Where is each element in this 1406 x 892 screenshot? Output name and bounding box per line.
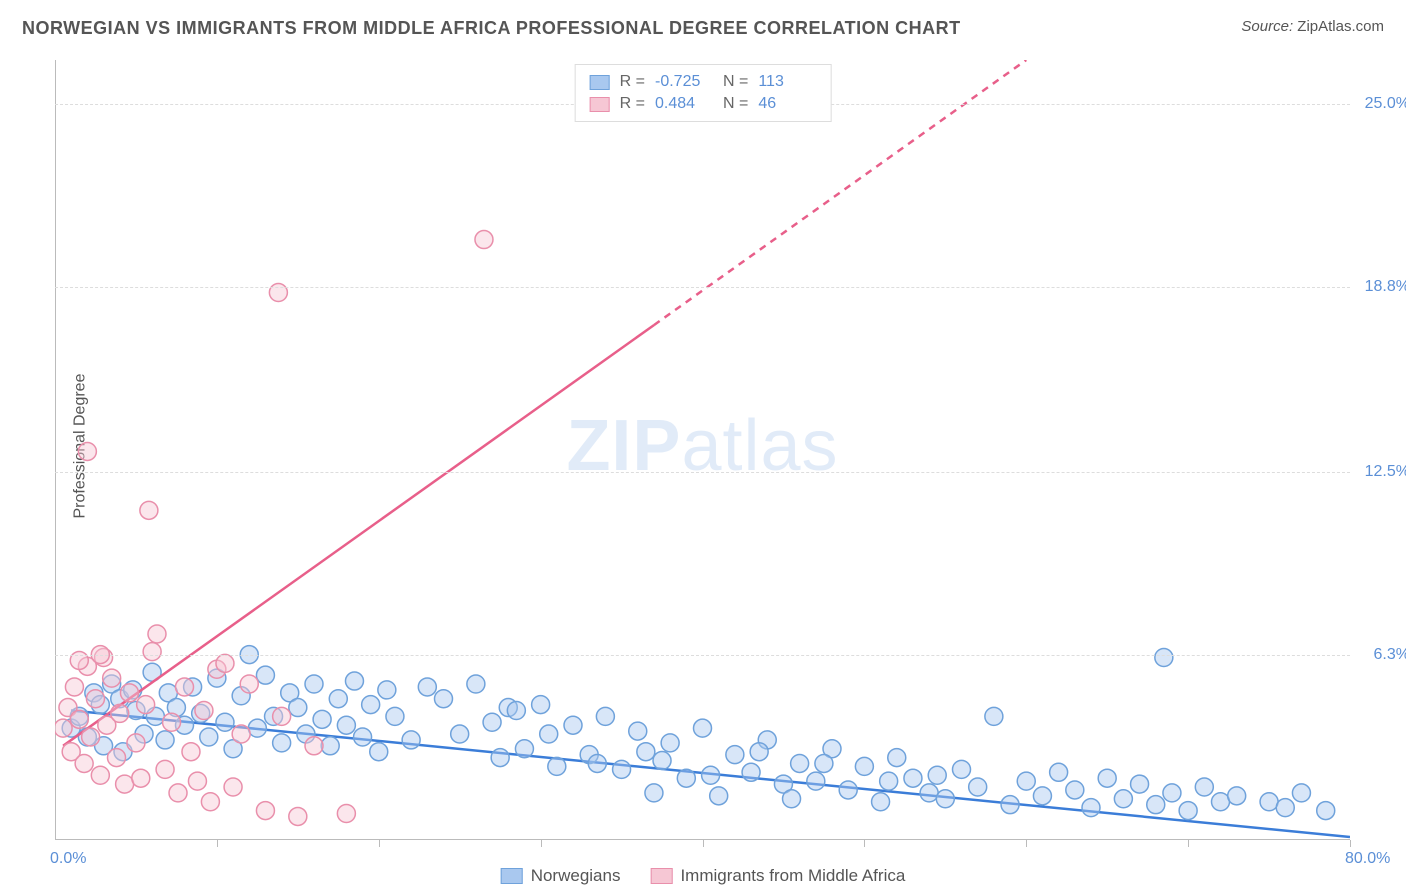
chart-container: NORWEGIAN VS IMMIGRANTS FROM MIDDLE AFRI… xyxy=(0,0,1406,892)
n-label: N = xyxy=(723,71,748,93)
y-tick-label: 25.0% xyxy=(1365,95,1406,113)
y-tick-label: 6.3% xyxy=(1374,646,1406,664)
legend-label: Immigrants from Middle Africa xyxy=(680,866,905,886)
x-tick xyxy=(1188,840,1189,847)
x-axis-label: 80.0% xyxy=(1345,850,1390,868)
r-label: R = xyxy=(620,71,645,93)
source-attribution: Source: ZipAtlas.com xyxy=(1241,18,1384,35)
x-tick xyxy=(217,840,218,847)
n-value: 113 xyxy=(758,71,816,93)
legend-label: Norwegians xyxy=(531,866,621,886)
y-tick-label: 12.5% xyxy=(1365,463,1406,481)
legend-swatch xyxy=(501,868,523,884)
x-tick xyxy=(379,840,380,847)
y-tick-label: 18.8% xyxy=(1365,278,1406,296)
legend-swatch xyxy=(590,97,610,112)
gridline xyxy=(55,655,1350,656)
gridline xyxy=(55,472,1350,473)
plot-area: ZIPatlas 6.3%12.5%18.8%25.0%0.0%80.0% xyxy=(55,60,1350,840)
x-axis-label: 0.0% xyxy=(50,850,86,868)
n-label: N = xyxy=(723,93,748,115)
legend-swatch xyxy=(650,868,672,884)
n-value: 46 xyxy=(758,93,816,115)
legend-item: Norwegians xyxy=(501,866,621,886)
correlation-legend: R = -0.725 N = 113 R = 0.484 N = 46 xyxy=(575,64,832,122)
source-label: Source: xyxy=(1241,18,1293,35)
gridline xyxy=(55,287,1350,288)
x-tick xyxy=(541,840,542,847)
r-label: R = xyxy=(620,93,645,115)
x-tick xyxy=(1350,840,1351,847)
r-value: -0.725 xyxy=(655,71,713,93)
legend-row: R = -0.725 N = 113 xyxy=(590,71,817,93)
series-legend: Norwegians Immigrants from Middle Africa xyxy=(501,866,906,886)
scatter-svg xyxy=(55,60,1350,840)
x-tick xyxy=(703,840,704,847)
chart-title: NORWEGIAN VS IMMIGRANTS FROM MIDDLE AFRI… xyxy=(22,18,961,39)
x-tick xyxy=(864,840,865,847)
x-tick xyxy=(1026,840,1027,847)
source-value: ZipAtlas.com xyxy=(1297,18,1384,35)
legend-swatch xyxy=(590,75,610,90)
legend-item: Immigrants from Middle Africa xyxy=(650,866,905,886)
r-value: 0.484 xyxy=(655,93,713,115)
legend-row: R = 0.484 N = 46 xyxy=(590,93,817,115)
